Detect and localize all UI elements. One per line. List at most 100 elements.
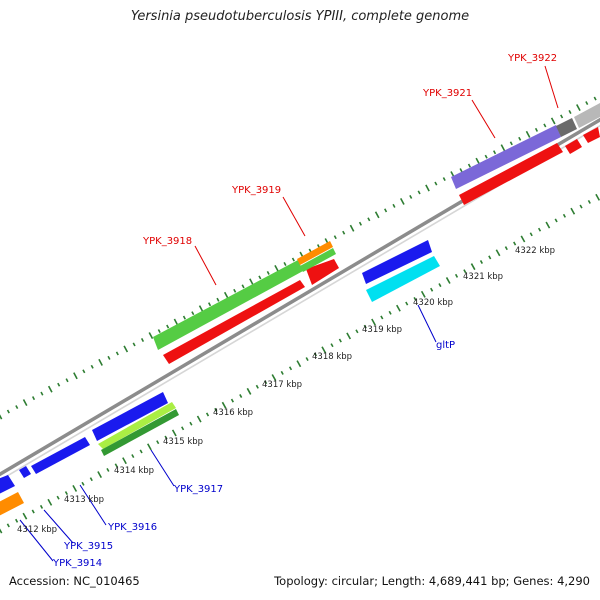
- tick-mark: [107, 355, 111, 360]
- tick-mark: [47, 385, 53, 393]
- tick-mark: [479, 260, 484, 264]
- tick-mark: [216, 297, 220, 302]
- gene-label[interactable]: YPK_3916: [107, 522, 157, 533]
- tick-mark: [454, 273, 459, 278]
- tick-mark: [438, 283, 442, 288]
- scale-label: 4321 kbp: [463, 272, 503, 282]
- tick-mark: [97, 471, 103, 478]
- tick-mark: [367, 217, 371, 222]
- tick-mark: [274, 265, 279, 272]
- tick-mark: [313, 352, 317, 357]
- gene-label[interactable]: YPK_3919: [231, 185, 281, 196]
- tick-mark: [181, 426, 185, 431]
- gene-feature[interactable]: [0, 475, 15, 496]
- tick-mark: [579, 204, 583, 209]
- tick-mark: [0, 528, 3, 534]
- gene-feature[interactable]: [366, 256, 440, 302]
- tick-mark: [363, 324, 367, 329]
- tick-mark: [164, 435, 168, 440]
- cds-feature[interactable]: [565, 139, 582, 154]
- tick-mark: [384, 208, 388, 213]
- tick-mark: [221, 401, 227, 409]
- tick-mark: [115, 351, 119, 356]
- tick-mark: [537, 227, 542, 232]
- gene-feature[interactable]: [451, 125, 561, 189]
- gene-feature[interactable]: [0, 492, 24, 518]
- tick-mark: [31, 396, 36, 401]
- tick-mark: [595, 193, 600, 201]
- tick-mark: [493, 150, 497, 155]
- tick-mark: [22, 399, 28, 407]
- tick-mark: [430, 287, 434, 292]
- scale-label: 4312 kbp: [17, 525, 57, 535]
- gene-feature[interactable]: [92, 392, 168, 441]
- tick-mark: [0, 414, 3, 420]
- tick-mark: [550, 117, 556, 125]
- tick-mark: [358, 221, 362, 226]
- cds-feature[interactable]: [163, 280, 305, 364]
- tick-mark: [64, 491, 68, 495]
- gene-feature[interactable]: [101, 409, 179, 456]
- tick-mark: [488, 255, 492, 260]
- gene-feature[interactable]: [31, 437, 90, 474]
- tick-mark: [576, 104, 581, 111]
- tick-mark: [554, 218, 558, 223]
- tick-mark: [495, 249, 501, 257]
- tick-mark: [223, 291, 229, 299]
- label-leader: [417, 304, 437, 343]
- tick-mark: [380, 315, 384, 320]
- gene-feature[interactable]: [300, 248, 336, 272]
- gene-label[interactable]: YPK_3917: [173, 484, 223, 495]
- gene-label[interactable]: YPK_3918: [142, 236, 192, 247]
- gene-feature[interactable]: [297, 241, 333, 265]
- tick-mark: [271, 374, 277, 381]
- scale-label: 4315 kbp: [163, 437, 203, 447]
- tick-mark: [114, 463, 118, 468]
- tick-mark: [148, 332, 154, 339]
- tick-mark: [463, 269, 467, 274]
- scale-label: 4319 kbp: [362, 325, 402, 335]
- tick-mark: [196, 415, 202, 423]
- tick-mark: [22, 512, 28, 520]
- tick-mark: [342, 230, 346, 235]
- tick-mark: [355, 329, 359, 334]
- tick-mark: [249, 278, 254, 286]
- tick-mark: [156, 440, 160, 445]
- gene-label[interactable]: YPK_3915: [63, 541, 113, 552]
- gene-feature[interactable]: [556, 118, 577, 137]
- gene-feature[interactable]: [19, 466, 31, 478]
- gene-feature[interactable]: [153, 260, 303, 350]
- tick-mark: [321, 346, 327, 354]
- tick-mark: [132, 342, 136, 347]
- gene-label[interactable]: YPK_3914: [52, 558, 102, 569]
- gene-feature[interactable]: [574, 103, 600, 128]
- tick-mark: [98, 358, 103, 366]
- tick-mark: [82, 369, 86, 374]
- cds-feature[interactable]: [306, 259, 339, 285]
- gene-feature[interactable]: [98, 402, 176, 449]
- gene-feature[interactable]: [362, 240, 432, 284]
- tick-mark: [425, 184, 430, 192]
- tick-mark: [230, 398, 234, 403]
- tick-mark: [90, 364, 94, 369]
- label-leader: [471, 99, 496, 139]
- cds-feature[interactable]: [459, 143, 563, 205]
- gene-label[interactable]: YPK_3922: [507, 53, 557, 64]
- scale-label: 4322 kbp: [515, 246, 555, 256]
- label-leader: [79, 484, 107, 526]
- tick-mark: [459, 168, 463, 173]
- gene-label[interactable]: gltP: [436, 340, 455, 351]
- tick-mark: [413, 297, 417, 301]
- tick-mark: [417, 190, 421, 195]
- tick-mark: [173, 318, 179, 326]
- tick-mark: [241, 284, 245, 289]
- tick-mark: [214, 407, 218, 412]
- tick-mark: [291, 257, 295, 262]
- tick-mark: [56, 495, 60, 500]
- tick-mark: [346, 332, 352, 340]
- tick-mark: [405, 301, 409, 306]
- cds-feature[interactable]: [583, 127, 600, 143]
- tick-mark: [570, 207, 576, 215]
- gene-label[interactable]: YPK_3921: [422, 88, 472, 99]
